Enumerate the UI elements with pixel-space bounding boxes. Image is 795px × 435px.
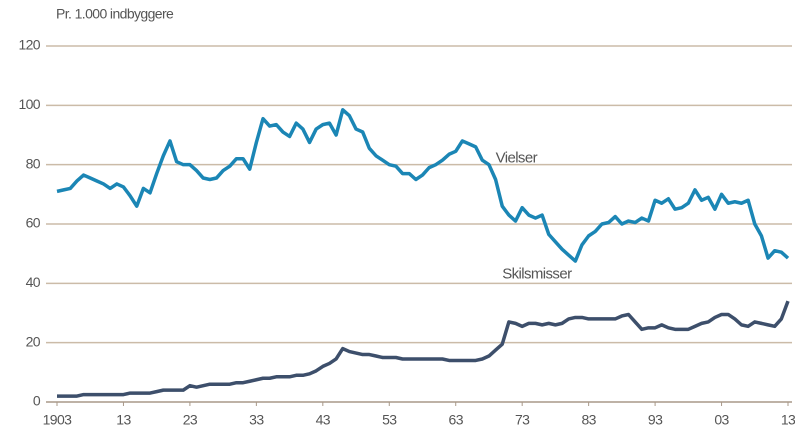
x-tick-label: 33	[249, 412, 264, 428]
y-tick-label: 100	[18, 96, 40, 112]
series-annotation: Vielser	[496, 150, 538, 167]
x-tick-label: 63	[449, 412, 464, 428]
x-tick-label: 83	[581, 412, 596, 428]
y-tick-label: 120	[18, 37, 40, 53]
series-line	[56, 108, 790, 263]
y-axis-label: Pr. 1.000 indbyggere	[56, 6, 174, 22]
x-tick-label: 13	[781, 412, 795, 428]
series-line	[57, 300, 790, 398]
x-tick-label: 13	[116, 412, 131, 428]
y-tick-label: 60	[26, 215, 41, 231]
x-tick-label: 43	[316, 412, 331, 428]
y-tick-label: 40	[26, 274, 41, 290]
x-tick-label: 53	[382, 412, 397, 428]
x-tick-label: 1903	[43, 412, 73, 428]
y-tick-label: 0	[33, 393, 41, 409]
y-tick-label: 80	[26, 155, 41, 171]
series-annotation: Skilsmisser	[502, 265, 572, 282]
y-tick-label: 20	[26, 333, 41, 349]
x-tick-label: 23	[183, 412, 198, 428]
x-tick-label: 93	[648, 412, 663, 428]
x-tick-label: 73	[515, 412, 530, 428]
x-tick-label: 03	[714, 412, 729, 428]
